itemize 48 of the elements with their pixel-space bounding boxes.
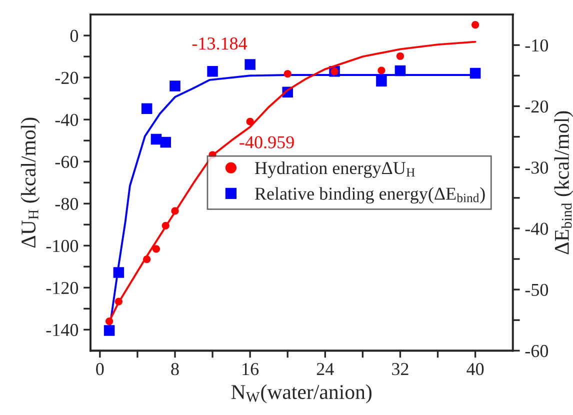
point: [246, 118, 254, 126]
point: [113, 267, 124, 278]
y2-tick-label: -60: [525, 344, 548, 358]
y2-tick-label: -50: [525, 284, 548, 296]
y2-tick-label: -40: [525, 222, 548, 235]
y2-tick-label: -30: [525, 162, 548, 174]
point: [244, 59, 256, 70]
point: [471, 21, 480, 29]
point: [376, 76, 387, 87]
point: [284, 70, 292, 78]
point: [396, 52, 404, 60]
y-tick-label: -100: [46, 240, 78, 252]
point: [143, 255, 151, 264]
data-label: -13.184: [192, 37, 248, 50]
point: [106, 317, 114, 326]
y-tick-label: -60: [55, 156, 78, 168]
x-tick-label: 16: [242, 363, 259, 376]
y-tick-label: -40: [55, 114, 78, 126]
point: [141, 103, 152, 114]
y-tick-label: -80: [55, 198, 78, 210]
point: [162, 222, 170, 230]
data-label: -40.959: [240, 136, 294, 148]
point: [470, 68, 481, 79]
point: [152, 245, 160, 253]
x-axis-title: N$_{W}$(water/anion): [231, 384, 372, 404]
legend-label: Relative binding energy(ΔE$_{bind}$): [254, 187, 485, 204]
point: [394, 65, 406, 76]
y-tick-label: -140: [46, 324, 78, 336]
legend-label: Hydration energyΔU$_{H}$: [254, 161, 415, 178]
point: [160, 136, 171, 148]
x-tick-label: 40: [466, 363, 484, 376]
point: [114, 298, 122, 306]
y2-tick-label: -20: [525, 100, 548, 113]
y-tick-label: -120: [46, 282, 78, 294]
point: [378, 66, 386, 74]
x-tick-label: 0: [96, 363, 104, 376]
y2-tick-label: -10: [525, 39, 548, 52]
x-tick-label: 24: [316, 363, 334, 376]
y-axis-title: ΔU$_{H}$ (kcal/mol): [20, 118, 40, 248]
y-tick-label: -20: [55, 72, 78, 84]
point: [170, 80, 180, 92]
y2-axis-title: ΔE$_{bind}$ (kcal/mol): [554, 111, 573, 254]
x-tick-label: 8: [171, 363, 179, 376]
y-tick-label: 0: [70, 30, 78, 42]
point: [104, 325, 115, 336]
x-tick-label: 32: [392, 363, 408, 376]
point: [171, 207, 179, 215]
point: [207, 66, 218, 77]
